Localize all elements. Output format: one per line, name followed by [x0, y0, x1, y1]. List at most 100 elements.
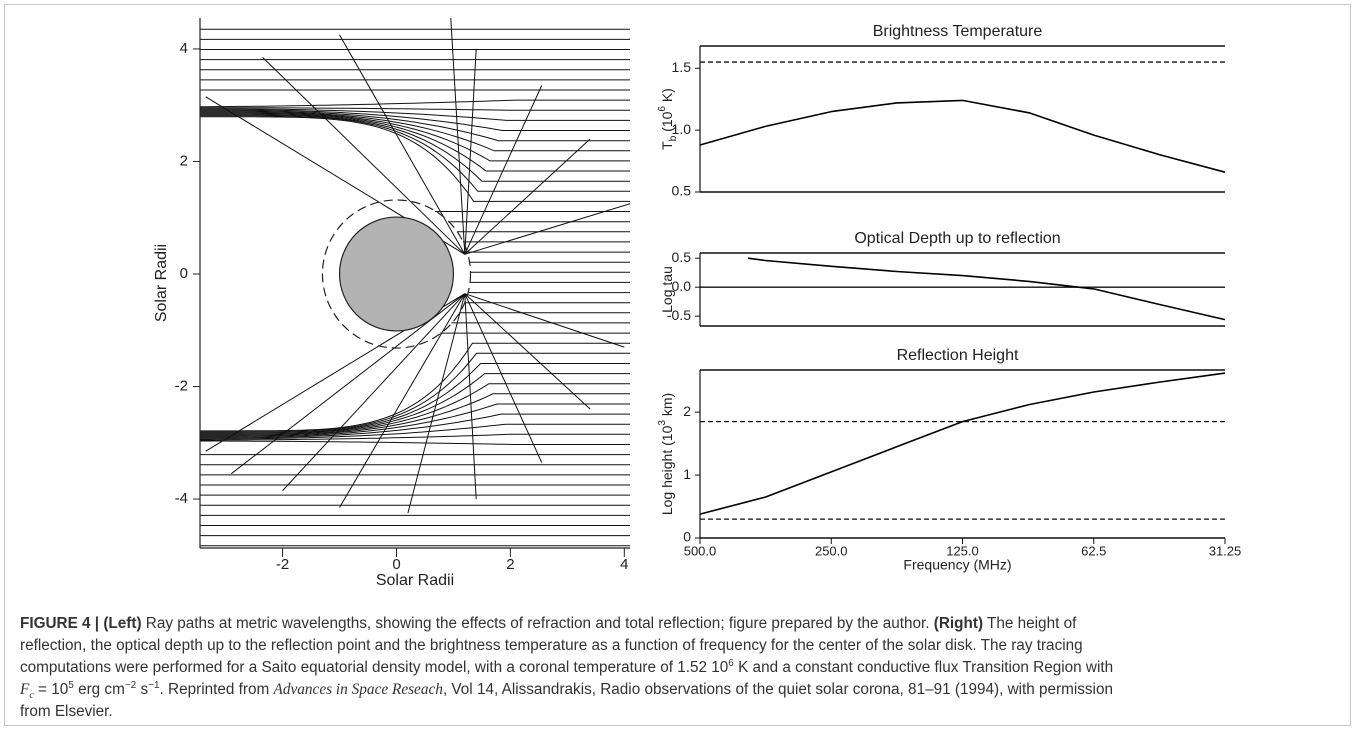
- ray: [200, 403, 630, 438]
- y-tick-label: 1.5: [672, 59, 692, 75]
- y-tick-label: 1.0: [672, 121, 692, 137]
- caption-line: FIGURE 4 | (Left) Ray paths at metric wa…: [20, 613, 1345, 635]
- y-tick-label: 4: [180, 40, 188, 57]
- caption-text: from Elsevier.: [20, 703, 113, 720]
- ray: [200, 113, 630, 172]
- x-tick-label: 250.0: [815, 543, 848, 558]
- caption-text: computations were performed for a Saito …: [20, 659, 729, 676]
- caption-text: −1: [148, 679, 160, 691]
- ray: [200, 352, 630, 433]
- caption-text: (Right): [933, 615, 984, 632]
- wavefront-line: [464, 293, 477, 500]
- label-part: Log tau: [659, 266, 675, 313]
- y-tick-label: 0.5: [672, 249, 692, 265]
- caption-text: K and a constant conductive flux Transit…: [733, 659, 1114, 676]
- wavefront-line: [464, 138, 591, 255]
- wavefront-line: [230, 293, 466, 475]
- caption-text: s: [136, 681, 149, 698]
- caption-line: reflection, the optical depth up to the …: [20, 635, 1345, 657]
- wavefront-line: [464, 85, 543, 255]
- caption-line: Fc = 105 erg cm−2 s−1. Reprinted from Ad…: [20, 679, 1345, 701]
- solar-disk: [338, 216, 455, 332]
- caption-text: F: [20, 681, 30, 698]
- caption-text: Ray paths at metric wavelengths, showing…: [141, 615, 934, 632]
- ray: [200, 423, 630, 440]
- ray-paths: [200, 18, 630, 547]
- x-tick-label: -2: [276, 556, 289, 573]
- wavefront-line: [464, 293, 543, 463]
- caption-text: erg cm: [73, 681, 125, 698]
- label-part: 3: [657, 420, 668, 426]
- x-tick-label: 62.5: [1081, 543, 1106, 558]
- x-tick-label: 31.25: [1209, 543, 1242, 558]
- caption-text: 5: [68, 679, 74, 691]
- wavefront-line: [464, 48, 477, 255]
- ray: [200, 112, 630, 162]
- x-tick-label: 4: [620, 556, 628, 573]
- x-tick-label: 0: [392, 556, 400, 573]
- y-tick-label: -2: [175, 377, 188, 394]
- wavefront-line: [339, 293, 466, 508]
- ray: [200, 115, 630, 192]
- x-tick-label: 125.0: [946, 543, 979, 558]
- data-line: [699, 99, 1226, 173]
- y-tick-label: 0: [180, 265, 188, 282]
- ray: [200, 111, 630, 152]
- y-tick-label: 1: [683, 466, 691, 482]
- caption-text: Advances in Space Reseach: [273, 681, 443, 698]
- y-tick-label: -0.5: [667, 307, 691, 323]
- ray: [200, 413, 630, 439]
- caption-text: = 10: [33, 681, 69, 698]
- caption-text: The height of: [983, 615, 1077, 632]
- ray: [200, 99, 630, 108]
- ray: [200, 440, 630, 445]
- x-tick-label: 500.0: [684, 543, 717, 558]
- y-axis-label: Tb (106 K): [657, 88, 679, 150]
- ray: [200, 363, 630, 434]
- y-tick-label: 2: [180, 152, 188, 169]
- y-tick-label: 0.5: [672, 183, 692, 199]
- ray: [200, 116, 630, 202]
- figure: -4 -2 0 2 4 -2 0 2 4 Solar Radii Solar Radii Bright…: [153, 18, 1242, 589]
- ray: [200, 109, 630, 131]
- panel-title: Reflection Height: [897, 347, 1019, 364]
- ray: [200, 373, 630, 435]
- x-tick-label: 2: [506, 556, 514, 573]
- caption-text: 6: [728, 657, 734, 669]
- caption-text: −2: [124, 679, 137, 691]
- y-tick-label: -4: [175, 490, 188, 507]
- x-axis-label: Solar Radii: [376, 572, 454, 589]
- y-tick-label: 0: [683, 529, 691, 545]
- panel-title: Optical Depth up to reflection: [854, 230, 1060, 247]
- caption-line: from Elsevier.: [20, 701, 1345, 723]
- wavefront-line: [262, 57, 466, 255]
- label-part: T: [659, 141, 675, 150]
- caption-text: FIGURE 4 | (Left): [20, 615, 142, 632]
- caption-text: . Reprinted from: [159, 681, 274, 698]
- label-part: km): [659, 393, 675, 420]
- ray: [200, 108, 630, 121]
- data-line: [699, 372, 1226, 515]
- ray: [200, 114, 630, 182]
- wavefront-line: [464, 293, 625, 348]
- ray: [200, 110, 630, 142]
- figure-frame: [4, 4, 1351, 726]
- wavefront-line: [464, 203, 630, 255]
- caption-text: c: [29, 690, 34, 702]
- label-part: (10: [659, 111, 675, 135]
- ray: [200, 342, 630, 432]
- ray: [200, 393, 630, 437]
- wavefront-line: [464, 293, 591, 410]
- label-part: 6: [657, 106, 668, 112]
- y-tick-label: 0.0: [672, 278, 692, 294]
- x-axis-label: Frequency (MHz): [903, 557, 1011, 573]
- caption: FIGURE 4 | (Left) Ray paths at metric wa…: [20, 613, 1345, 723]
- label-part: K): [659, 88, 675, 106]
- wavefront-line: [450, 18, 466, 255]
- ray: [200, 433, 630, 441]
- caption-text: reflection, the optical depth up to the …: [20, 637, 1083, 654]
- data-line: [747, 257, 1226, 321]
- wavefront-line: [282, 293, 466, 491]
- y-tick-label: 2: [683, 403, 691, 419]
- caption-line: computations were performed for a Saito …: [20, 657, 1345, 679]
